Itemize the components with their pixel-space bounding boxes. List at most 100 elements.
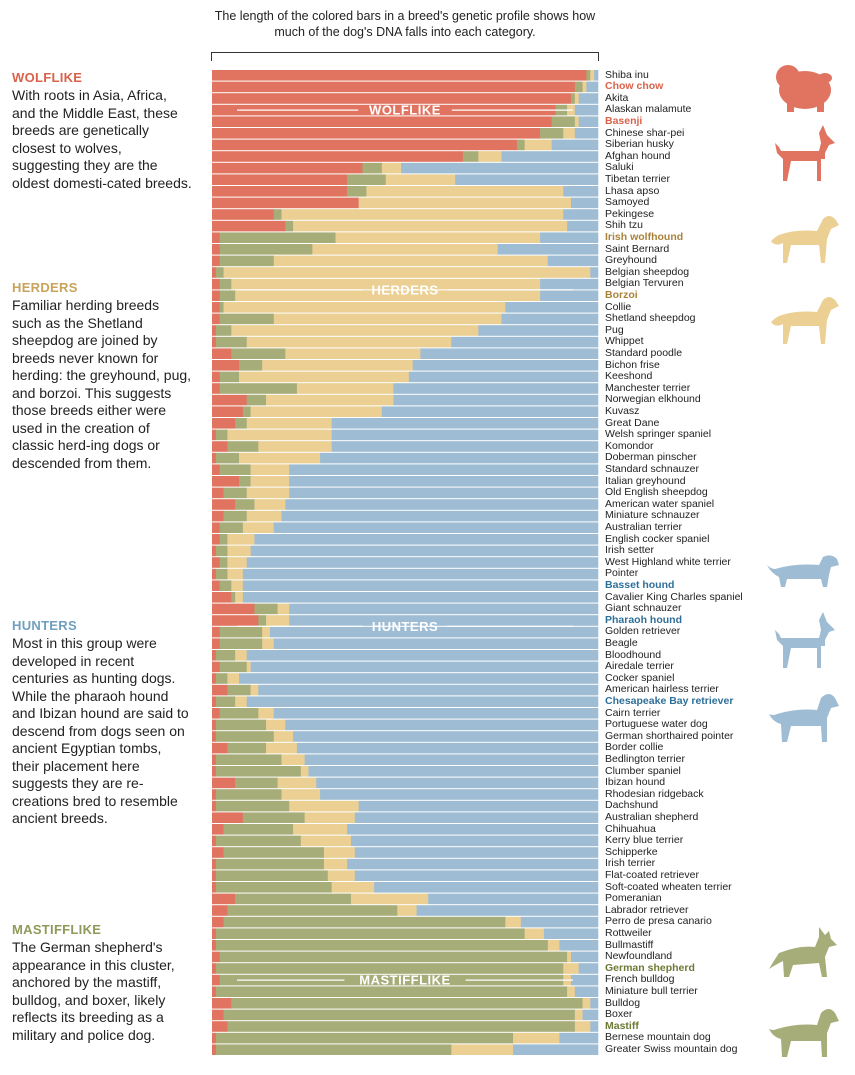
bar-german-shepherd-wolflike xyxy=(212,963,217,974)
breed-label-ibizan-hound: Ibizan hound xyxy=(605,776,666,789)
bar-greyhound-herders xyxy=(273,255,549,267)
breed-label-bulldog: Bulldog xyxy=(605,996,641,1009)
breed-label-irish-terrier: Irish terrier xyxy=(605,857,656,870)
bar-border-collie-mastifflike xyxy=(227,742,267,754)
bar-clumber-spaniel-wolflike xyxy=(212,766,217,777)
bar-tibetan-terrier-herders xyxy=(385,174,456,185)
section-hunters-body: Most in this group were developed in rec… xyxy=(12,635,189,826)
bar-australian-terrier-wolflike xyxy=(212,522,221,533)
bar-shetland-sheepdog-hunters xyxy=(501,313,599,325)
bar-golden-retriever-herders xyxy=(262,626,271,638)
breed-label-rottweiler: Rottweiler xyxy=(605,926,652,939)
breed-label-pekingese: Pekingese xyxy=(605,207,655,220)
bar-bullmastiff-wolflike xyxy=(212,940,217,951)
bar-airedale-terrier-hunters xyxy=(250,661,599,673)
bar-bichon-frise-herders xyxy=(262,360,414,371)
bar-australian-shepherd-hunters xyxy=(354,812,599,823)
breed-label-bernese-mountain-dog: Bernese mountain dog xyxy=(605,1031,711,1044)
bar-west-highland-white-terrier-herders xyxy=(227,557,248,568)
breed-label-flat-coated-retriever: Flat-coated retriever xyxy=(605,868,699,881)
bar-bulldog-wolflike xyxy=(212,998,232,1009)
bar-belgian-tervuren-mastifflike xyxy=(219,278,232,290)
breed-label-saluki: Saluki xyxy=(605,161,634,174)
breed-label-australian-terrier: Australian terrier xyxy=(605,520,683,533)
bar-bernese-mountain-dog-wolflike xyxy=(212,1032,217,1044)
bar-standard-schnauzer-wolflike xyxy=(212,464,221,475)
bar-miniature-bull-terrier-mastifflike xyxy=(215,986,568,997)
bar-tibetan-terrier-hunters xyxy=(455,174,599,185)
bar-bichon-frise-wolflike xyxy=(212,360,240,371)
bar-german-shepherd-herders xyxy=(563,963,579,974)
bar-labrador-retriever-wolflike xyxy=(212,905,228,916)
bar-samoyed-herders xyxy=(358,197,572,209)
bar-newfoundland-hunters xyxy=(570,951,599,963)
bar-shetland-sheepdog-mastifflike xyxy=(219,313,275,325)
breed-label-soft-coated-wheaten-terrier: Soft-coated wheaten terrier xyxy=(605,880,732,893)
bar-american-hairless-terrier-herders xyxy=(250,684,259,696)
bar-akita-wolflike xyxy=(212,93,572,104)
bar-beagle-hunters xyxy=(273,638,599,649)
bar-chow-chow-hunters xyxy=(586,81,599,93)
bar-bichon-frise-hunters xyxy=(412,360,599,371)
basset-hound-icon xyxy=(767,555,839,587)
basenji-icon xyxy=(775,125,835,181)
breed-label-basenji: Basenji xyxy=(605,114,643,127)
bar-great-dane-mastifflike xyxy=(235,418,248,429)
breed-label-giant-schnauzer: Giant schnauzer xyxy=(605,602,682,615)
german-shepherd-icon xyxy=(769,927,837,977)
bar-norwegian-elkhound-wolflike xyxy=(212,394,248,406)
bar-newfoundland-mastifflike xyxy=(219,951,568,963)
bar-english-cocker-spaniel-wolflike xyxy=(212,534,221,545)
bar-collie-hunters xyxy=(505,302,599,313)
breed-label-basset-hound: Basset hound xyxy=(605,578,675,591)
bar-welsh-springer-spaniel-mastifflike xyxy=(215,429,228,441)
group-label-mastifflike: MASTIFFLIKE xyxy=(359,973,450,988)
breed-label-akita: Akita xyxy=(605,91,629,104)
bar-perro-de-presa-canario-herders xyxy=(505,916,522,928)
bar-shiba-inu-mastifflike xyxy=(586,70,591,81)
chesapeake-bay-retriever-icon xyxy=(769,694,839,742)
bar-pomeranian-mastifflike xyxy=(235,893,352,905)
bar-french-bulldog-wolflike xyxy=(212,974,221,986)
bar-bullmastiff-mastifflike xyxy=(215,940,549,951)
bar-german-shorthaired-pointer-herders xyxy=(273,731,294,742)
bar-borzoi-hunters xyxy=(540,290,599,301)
bar-dachshund-wolflike xyxy=(212,800,217,812)
bar-saint-bernard-mastifflike xyxy=(219,244,313,255)
breed-label-american-hairless-terrier: American hairless terrier xyxy=(605,683,719,696)
breed-label-siberian-husky: Siberian husky xyxy=(605,138,674,151)
bar-irish-setter-herders xyxy=(227,545,251,557)
bar-beagle-herders xyxy=(262,638,275,649)
breed-label-chesapeake-bay-retriever: Chesapeake Bay retriever xyxy=(605,694,734,707)
section-herders-title: HERDERS xyxy=(12,280,78,295)
bar-greyhound-hunters xyxy=(547,255,599,267)
borzoi-icon xyxy=(771,297,839,344)
bar-labrador-retriever-herders xyxy=(397,905,417,916)
bar-german-shorthaired-pointer-wolflike xyxy=(212,731,217,742)
bar-alaskan-malamute-hunters xyxy=(574,104,599,116)
bar-border-collie-herders xyxy=(266,742,298,754)
bar-kuvasz-herders xyxy=(250,406,383,417)
bar-flat-coated-retriever-wolflike xyxy=(212,870,217,881)
bar-american-water-spaniel-herders xyxy=(254,499,286,510)
bar-labrador-retriever-mastifflike xyxy=(227,905,398,916)
bar-miniature-bull-terrier-wolflike xyxy=(212,986,217,997)
bar-komondor-wolflike xyxy=(212,441,228,452)
section-herders: HERDERS Familiar herding breeds such as … xyxy=(12,280,192,472)
bar-whippet-wolflike xyxy=(212,336,217,348)
bar-pug-mastifflike xyxy=(215,325,232,336)
bar-welsh-springer-spaniel-hunters xyxy=(331,429,599,441)
bar-american-hairless-terrier-mastifflike xyxy=(227,684,251,696)
bar-chihuahua-herders xyxy=(293,824,348,835)
breed-label-samoyed: Samoyed xyxy=(605,196,650,209)
bar-greater-swiss-mountain-dog-hunters xyxy=(513,1044,599,1055)
bar-saluki-hunters xyxy=(401,162,599,174)
bar-english-cocker-spaniel-herders xyxy=(227,534,255,545)
bar-german-shorthaired-pointer-hunters xyxy=(293,731,599,742)
bar-schipperke-wolflike xyxy=(212,847,224,858)
bar-rottweiler-wolflike xyxy=(212,928,217,939)
bar-soft-coated-wheaten-terrier-wolflike xyxy=(212,882,217,893)
bar-collie-mastifflike xyxy=(219,302,224,313)
bar-siberian-husky-hunters xyxy=(551,139,599,151)
breed-label-rhodesian-ridgeback: Rhodesian ridgeback xyxy=(605,787,704,800)
